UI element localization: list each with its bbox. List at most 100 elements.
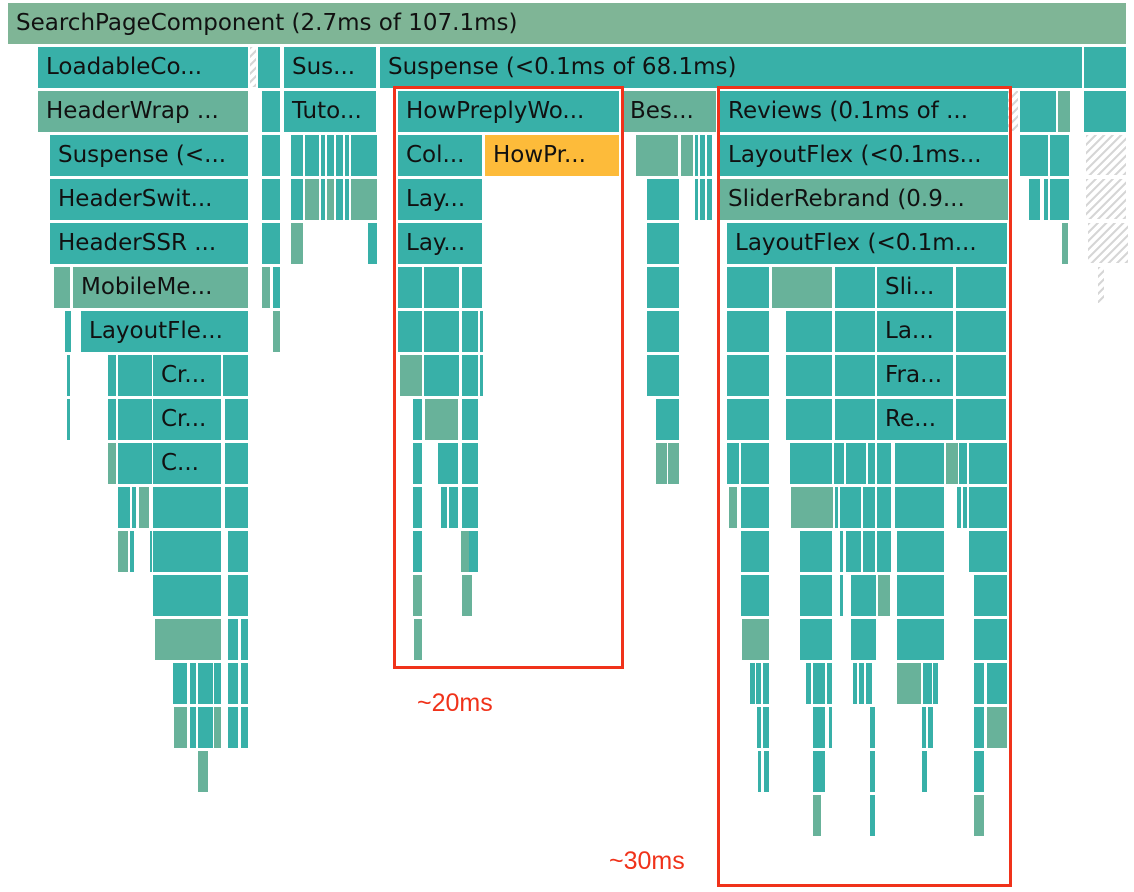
flame-node[interactable]	[959, 443, 967, 484]
flame-node[interactable]	[291, 135, 303, 176]
flame-node[interactable]	[835, 355, 875, 396]
flame-node[interactable]	[345, 135, 349, 176]
flame-node[interactable]	[668, 443, 679, 484]
flame-node[interactable]	[150, 531, 152, 572]
flame-node[interactable]	[262, 91, 280, 132]
flame-node-mobile-me[interactable]: MobileMe...	[73, 267, 248, 308]
flame-node[interactable]	[305, 135, 319, 176]
flame-node[interactable]	[791, 487, 833, 528]
flame-node[interactable]	[155, 619, 221, 660]
flame-node[interactable]	[108, 443, 116, 484]
flame-node[interactable]	[228, 707, 238, 748]
flame-node[interactable]	[707, 135, 712, 176]
flame-node[interactable]	[65, 311, 71, 352]
flame-node-suspense-hdr[interactable]: Suspense (<...	[50, 135, 248, 176]
flame-node[interactable]	[424, 355, 459, 396]
flame-node[interactable]	[800, 619, 832, 660]
flame-node[interactable]	[1084, 91, 1126, 132]
flame-node[interactable]	[1050, 179, 1069, 220]
flame-node[interactable]	[695, 135, 698, 176]
flame-node[interactable]	[67, 399, 70, 440]
flame-node[interactable]	[846, 531, 861, 572]
flame-node[interactable]	[969, 487, 1007, 528]
flame-node[interactable]	[727, 443, 739, 484]
flame-node[interactable]	[480, 355, 483, 396]
flame-node[interactable]	[969, 443, 1007, 484]
flame-node[interactable]	[827, 663, 832, 704]
flame-node[interactable]	[438, 443, 458, 484]
flame-node-cr2[interactable]: Cr...	[153, 399, 221, 440]
flame-node[interactable]	[647, 355, 679, 396]
flame-node[interactable]	[1084, 47, 1126, 88]
flame-node-how-pr[interactable]: HowPr...	[485, 135, 619, 176]
flame-node-sus-small[interactable]: Sus...	[284, 47, 376, 88]
flame-node-suspense-main[interactable]: Suspense (<0.1ms of 68.1ms)	[380, 47, 1082, 88]
flame-node[interactable]	[351, 179, 377, 220]
flame-node[interactable]	[741, 575, 769, 616]
flame-node-how-preply[interactable]: HowPreplyWo...	[398, 91, 619, 132]
flame-node[interactable]	[956, 399, 1006, 440]
flame-node[interactable]	[1062, 223, 1068, 264]
flame-node[interactable]	[974, 751, 984, 792]
flame-node-fra[interactable]: Fra...	[877, 355, 953, 396]
flame-node[interactable]	[974, 663, 984, 704]
flame-node[interactable]	[273, 267, 280, 308]
flame-node[interactable]	[225, 399, 248, 440]
flame-node[interactable]	[139, 487, 149, 528]
flame-node-la[interactable]: La...	[877, 311, 953, 352]
flame-node[interactable]	[228, 663, 238, 704]
flame-node[interactable]	[198, 663, 213, 704]
flame-node[interactable]	[741, 487, 769, 528]
flame-node[interactable]	[956, 311, 1006, 352]
flame-node[interactable]	[153, 575, 221, 616]
flame-node[interactable]	[327, 135, 334, 176]
flame-node[interactable]	[647, 179, 679, 220]
flame-node[interactable]	[866, 663, 872, 704]
flame-node[interactable]	[228, 575, 248, 616]
flame-node[interactable]	[813, 663, 825, 704]
flame-node[interactable]	[729, 487, 737, 528]
flame-node[interactable]	[647, 223, 679, 264]
flame-node[interactable]	[756, 663, 761, 704]
flame-node[interactable]	[174, 707, 187, 748]
flame-node[interactable]	[790, 443, 832, 484]
flame-node[interactable]	[772, 267, 832, 308]
flame-node[interactable]	[727, 355, 769, 396]
flame-node[interactable]	[214, 663, 221, 704]
flame-node[interactable]	[758, 751, 761, 792]
flame-node[interactable]	[198, 751, 208, 792]
flame-node[interactable]	[130, 531, 134, 572]
flame-node[interactable]	[727, 267, 769, 308]
flame-node[interactable]	[1050, 135, 1069, 176]
flame-node[interactable]	[813, 707, 825, 748]
flame-node[interactable]	[413, 399, 422, 440]
flame-node[interactable]	[829, 707, 832, 748]
flame-node[interactable]	[750, 663, 755, 704]
flame-node[interactable]	[118, 399, 152, 440]
flame-node[interactable]	[54, 267, 70, 308]
flame-node[interactable]	[413, 443, 422, 484]
flame-node[interactable]	[877, 531, 891, 572]
flame-node[interactable]	[225, 443, 248, 484]
flame-node[interactable]	[425, 399, 458, 440]
flame-node[interactable]	[118, 443, 152, 484]
flame-node-reviews[interactable]: Reviews (0.1ms of ...	[720, 91, 1008, 132]
flame-node[interactable]	[1020, 135, 1048, 176]
flame-node[interactable]	[956, 355, 1006, 396]
flame-node[interactable]	[987, 707, 1007, 748]
flame-node[interactable]	[742, 619, 769, 660]
flame-node[interactable]	[336, 135, 343, 176]
flame-node[interactable]	[321, 179, 325, 220]
flame-node[interactable]	[946, 443, 958, 484]
flame-node[interactable]	[851, 619, 876, 660]
flame-node[interactable]	[273, 311, 280, 352]
flame-node[interactable]	[897, 531, 944, 572]
flame-node[interactable]	[835, 311, 875, 352]
flame-node[interactable]	[291, 223, 303, 264]
flame-node[interactable]	[863, 487, 875, 528]
flame-node[interactable]	[846, 443, 866, 484]
flame-node-loadable[interactable]: LoadableCo...	[38, 47, 248, 88]
flame-node[interactable]	[922, 751, 927, 792]
flame-node[interactable]	[153, 531, 221, 572]
flame-node[interactable]	[757, 707, 761, 748]
